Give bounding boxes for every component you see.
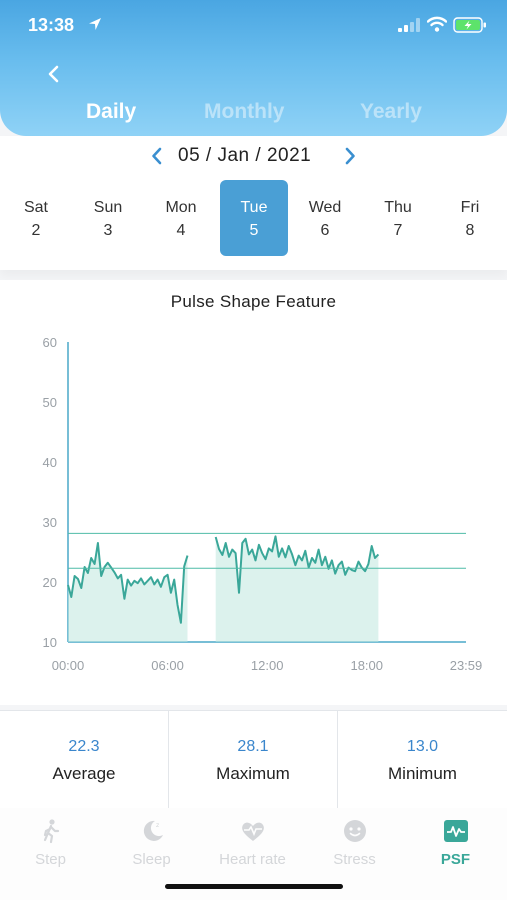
location-arrow-icon — [89, 18, 101, 30]
wifi-icon — [427, 16, 447, 32]
psf-chart-card: Pulse Shape Feature 60 50 40 30 20 10 00:00 06:… — [0, 280, 507, 705]
minimum-value: 13.0 — [406, 738, 439, 755]
day-sat[interactable]: Sat 2 — [2, 180, 70, 256]
series-area-segment — [68, 543, 188, 642]
day-number: 5 — [249, 222, 259, 239]
nav-stress[interactable]: Stress — [304, 814, 405, 874]
chart-title: Pulse Shape Feature — [170, 292, 337, 311]
maximum-label: Maximum — [216, 764, 290, 783]
x-tick-label: 06:00 — [151, 658, 184, 673]
nav-sleep-label: Sleep — [132, 851, 171, 868]
x-tick-label: 18:00 — [350, 658, 383, 673]
day-name: Sun — [93, 199, 123, 216]
day-number: 6 — [320, 222, 330, 239]
nav-heart-rate-label: Heart rate — [219, 851, 286, 868]
day-number: 4 — [176, 222, 186, 239]
day-sun[interactable]: Sun 3 — [74, 180, 142, 256]
current-date: 05 / Jan / 2021 — [178, 145, 312, 166]
tab-monthly[interactable]: Monthly — [204, 100, 285, 123]
previous-date-chevron-icon[interactable] — [150, 146, 164, 166]
series-line-segment — [214, 535, 380, 594]
face-icon — [344, 820, 366, 842]
y-tick-label: 10 — [43, 635, 57, 650]
status-bar: 13:38 — [0, 0, 507, 50]
stats-row: 22.3 Average 28.1 Maximum 13.0 Minimum — [0, 710, 507, 809]
day-name: Thu — [384, 199, 412, 216]
average-label: Average — [52, 764, 116, 783]
day-number: 2 — [31, 222, 41, 239]
nav-stress-label: Stress — [333, 851, 376, 868]
header: 13:38 Daily Monthly Yearly — [0, 0, 507, 136]
y-tick-label: 30 — [43, 515, 57, 530]
cellular-signal-icon — [398, 18, 420, 32]
walking-icon — [43, 819, 60, 844]
x-tick-label: 12:00 — [251, 658, 284, 673]
day-name: Fri — [460, 199, 480, 216]
next-date-chevron-icon[interactable] — [343, 146, 357, 166]
svg-text:z: z — [156, 822, 159, 829]
y-tick-label: 40 — [43, 455, 57, 470]
stat-minimum: 13.0 Minimum — [338, 711, 507, 809]
tab-yearly[interactable]: Yearly — [360, 100, 422, 123]
series-area-segment — [215, 536, 379, 642]
y-tick-label: 20 — [43, 575, 57, 590]
day-mon[interactable]: Mon 4 — [147, 180, 215, 256]
nav-step[interactable]: Step — [0, 814, 101, 874]
battery-charging-icon — [453, 17, 486, 33]
day-number: 7 — [393, 222, 403, 239]
status-time: 13:38 — [28, 15, 75, 35]
back-chevron-icon[interactable] — [42, 62, 66, 86]
day-number: 3 — [103, 222, 113, 239]
day-fri[interactable]: Fri 8 — [436, 180, 504, 256]
date-picker: 05 / Jan / 2021 Sat 2 Sun 3 Mon 4 Tue 5 … — [0, 136, 507, 270]
day-name: Tue — [240, 199, 268, 216]
day-name: Mon — [165, 199, 197, 216]
day-name: Wed — [308, 199, 342, 216]
average-value: 22.3 — [68, 738, 100, 755]
day-thu[interactable]: Thu 7 — [364, 180, 432, 256]
psf-chart: 60 50 40 30 20 10 00:00 06:00 12:00 18:00 23:59 — [43, 335, 483, 673]
date-nav: 05 / Jan / 2021 — [0, 143, 507, 169]
minimum-label: Minimum — [388, 764, 457, 783]
day-number: 8 — [465, 222, 475, 239]
home-indicator — [165, 884, 343, 889]
y-tick-label: 60 — [43, 335, 57, 350]
heart-pulse-icon — [242, 822, 264, 841]
stat-maximum: 28.1 Maximum — [169, 711, 338, 809]
nav-psf[interactable]: PSF — [405, 814, 506, 874]
nav-heart-rate[interactable]: Heart rate — [202, 814, 303, 874]
day-wed[interactable]: Wed 6 — [291, 180, 359, 256]
stat-average: 22.3 Average — [0, 711, 169, 809]
period-tabs: Daily Monthly Yearly — [0, 96, 507, 132]
y-tick-label: 50 — [43, 395, 57, 410]
nav-psf-label: PSF — [440, 851, 471, 868]
nav-sleep[interactable]: z Sleep — [101, 814, 202, 874]
series-line-segment — [67, 542, 189, 624]
moon-icon: z — [143, 820, 163, 841]
day-tue[interactable]: Tue 5 — [220, 180, 288, 256]
nav-step-label: Step — [35, 851, 66, 868]
x-tick-label: 23:59 — [450, 658, 483, 673]
waveform-icon — [444, 820, 468, 842]
day-name: Sat — [23, 199, 48, 216]
tab-daily[interactable]: Daily — [86, 100, 137, 123]
week-day-strip: Sat 2 Sun 3 Mon 4 Tue 5 Wed 6 Thu 7 Fri … — [0, 180, 507, 256]
maximum-value: 28.1 — [237, 738, 269, 755]
x-tick-label: 00:00 — [52, 658, 85, 673]
